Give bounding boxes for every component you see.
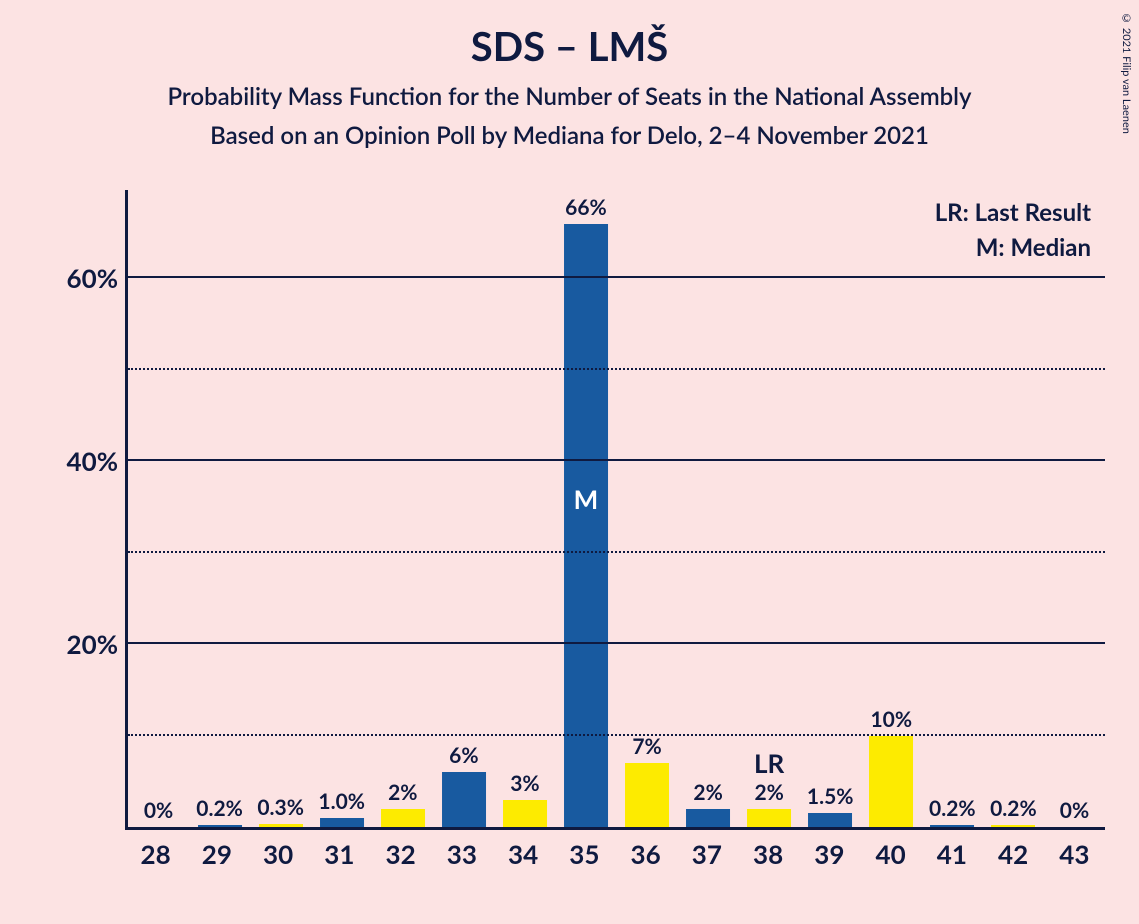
x-axis-labels: 28293031323334353637383940414243 (125, 838, 1105, 870)
plot-region: LR: Last Result M: Median 0%0.2%0.3%1.0%… (125, 190, 1105, 830)
bar-value-label: 6% (449, 743, 478, 768)
gridline-minor (128, 734, 1105, 736)
x-axis-label: 32 (370, 838, 431, 870)
x-axis-label: 39 (799, 838, 860, 870)
x-axis-label: 28 (125, 838, 186, 870)
x-axis-label: 35 (554, 838, 615, 870)
bar-value-label: 0.2% (990, 796, 1037, 821)
gridline-major: 40% (128, 459, 1105, 461)
bar: 1.0% (320, 818, 364, 827)
bar-value-label: 0.3% (257, 795, 304, 820)
bar-value-label: 2% (388, 780, 417, 805)
bar-value-label: 0% (1060, 798, 1089, 823)
x-axis-label: 43 (1044, 838, 1105, 870)
bar-value-label: 1.5% (807, 784, 854, 809)
x-axis-label: 30 (248, 838, 309, 870)
x-axis-label: 40 (860, 838, 921, 870)
bar: 0.2% (991, 825, 1035, 827)
last-result-marker: LR (754, 747, 784, 779)
bar-value-label: 7% (632, 734, 661, 759)
chart-subtitle-1: Probability Mass Function for the Number… (0, 82, 1139, 111)
gridline-minor (128, 551, 1105, 553)
bar: 2% (381, 809, 425, 827)
x-axis-label: 42 (983, 838, 1044, 870)
bars-container: 0%0.2%0.3%1.0%2%6%3%66%M7%2%2%LR1.5%10%0… (128, 190, 1105, 827)
x-axis-label: 37 (676, 838, 737, 870)
bar: 2% (686, 809, 730, 827)
bar-value-label: 0% (144, 798, 173, 823)
y-axis-label: 60% (67, 262, 118, 294)
gridline-minor (128, 368, 1105, 370)
bar: 0.3% (259, 824, 303, 827)
bar: 10% (869, 736, 913, 827)
chart-subtitle-2: Based on an Opinion Poll by Mediana for … (0, 121, 1139, 150)
bar: 7% (625, 763, 669, 827)
bar: 2%LR (747, 809, 791, 827)
chart-title: SDS – LMŠ (0, 0, 1139, 70)
y-axis-label: 20% (67, 628, 118, 660)
gridline-major: 60% (128, 276, 1105, 278)
x-axis-label: 34 (493, 838, 554, 870)
y-axis-label: 40% (67, 445, 118, 477)
bar: 6% (442, 772, 486, 827)
x-axis-label: 29 (186, 838, 247, 870)
x-axis-label: 36 (615, 838, 676, 870)
bar-value-label: 2% (693, 780, 722, 805)
x-axis-label: 38 (738, 838, 799, 870)
chart-area: LR: Last Result M: Median 0%0.2%0.3%1.0%… (55, 190, 1115, 890)
x-axis-label: 41 (921, 838, 982, 870)
x-axis-label: 31 (309, 838, 370, 870)
bar: 1.5% (808, 813, 852, 827)
copyright-text: © 2021 Filip van Laenen (1120, 12, 1133, 134)
bar-value-label: 2% (754, 780, 783, 805)
bar: 0.2% (930, 825, 974, 827)
x-axis-label: 33 (431, 838, 492, 870)
bar: 0.2% (198, 825, 242, 827)
bar: 3% (503, 800, 547, 827)
gridline-major: 20% (128, 642, 1105, 644)
bar-value-label: 10% (870, 707, 912, 732)
bar-value-label: 0.2% (929, 796, 976, 821)
median-marker: M (574, 483, 599, 515)
bar-value-label: 1.0% (318, 789, 365, 814)
bar-value-label: 66% (565, 195, 607, 220)
bar: 66%M (564, 224, 608, 827)
bar-value-label: 0.2% (196, 796, 243, 821)
bar-value-label: 3% (510, 771, 539, 796)
